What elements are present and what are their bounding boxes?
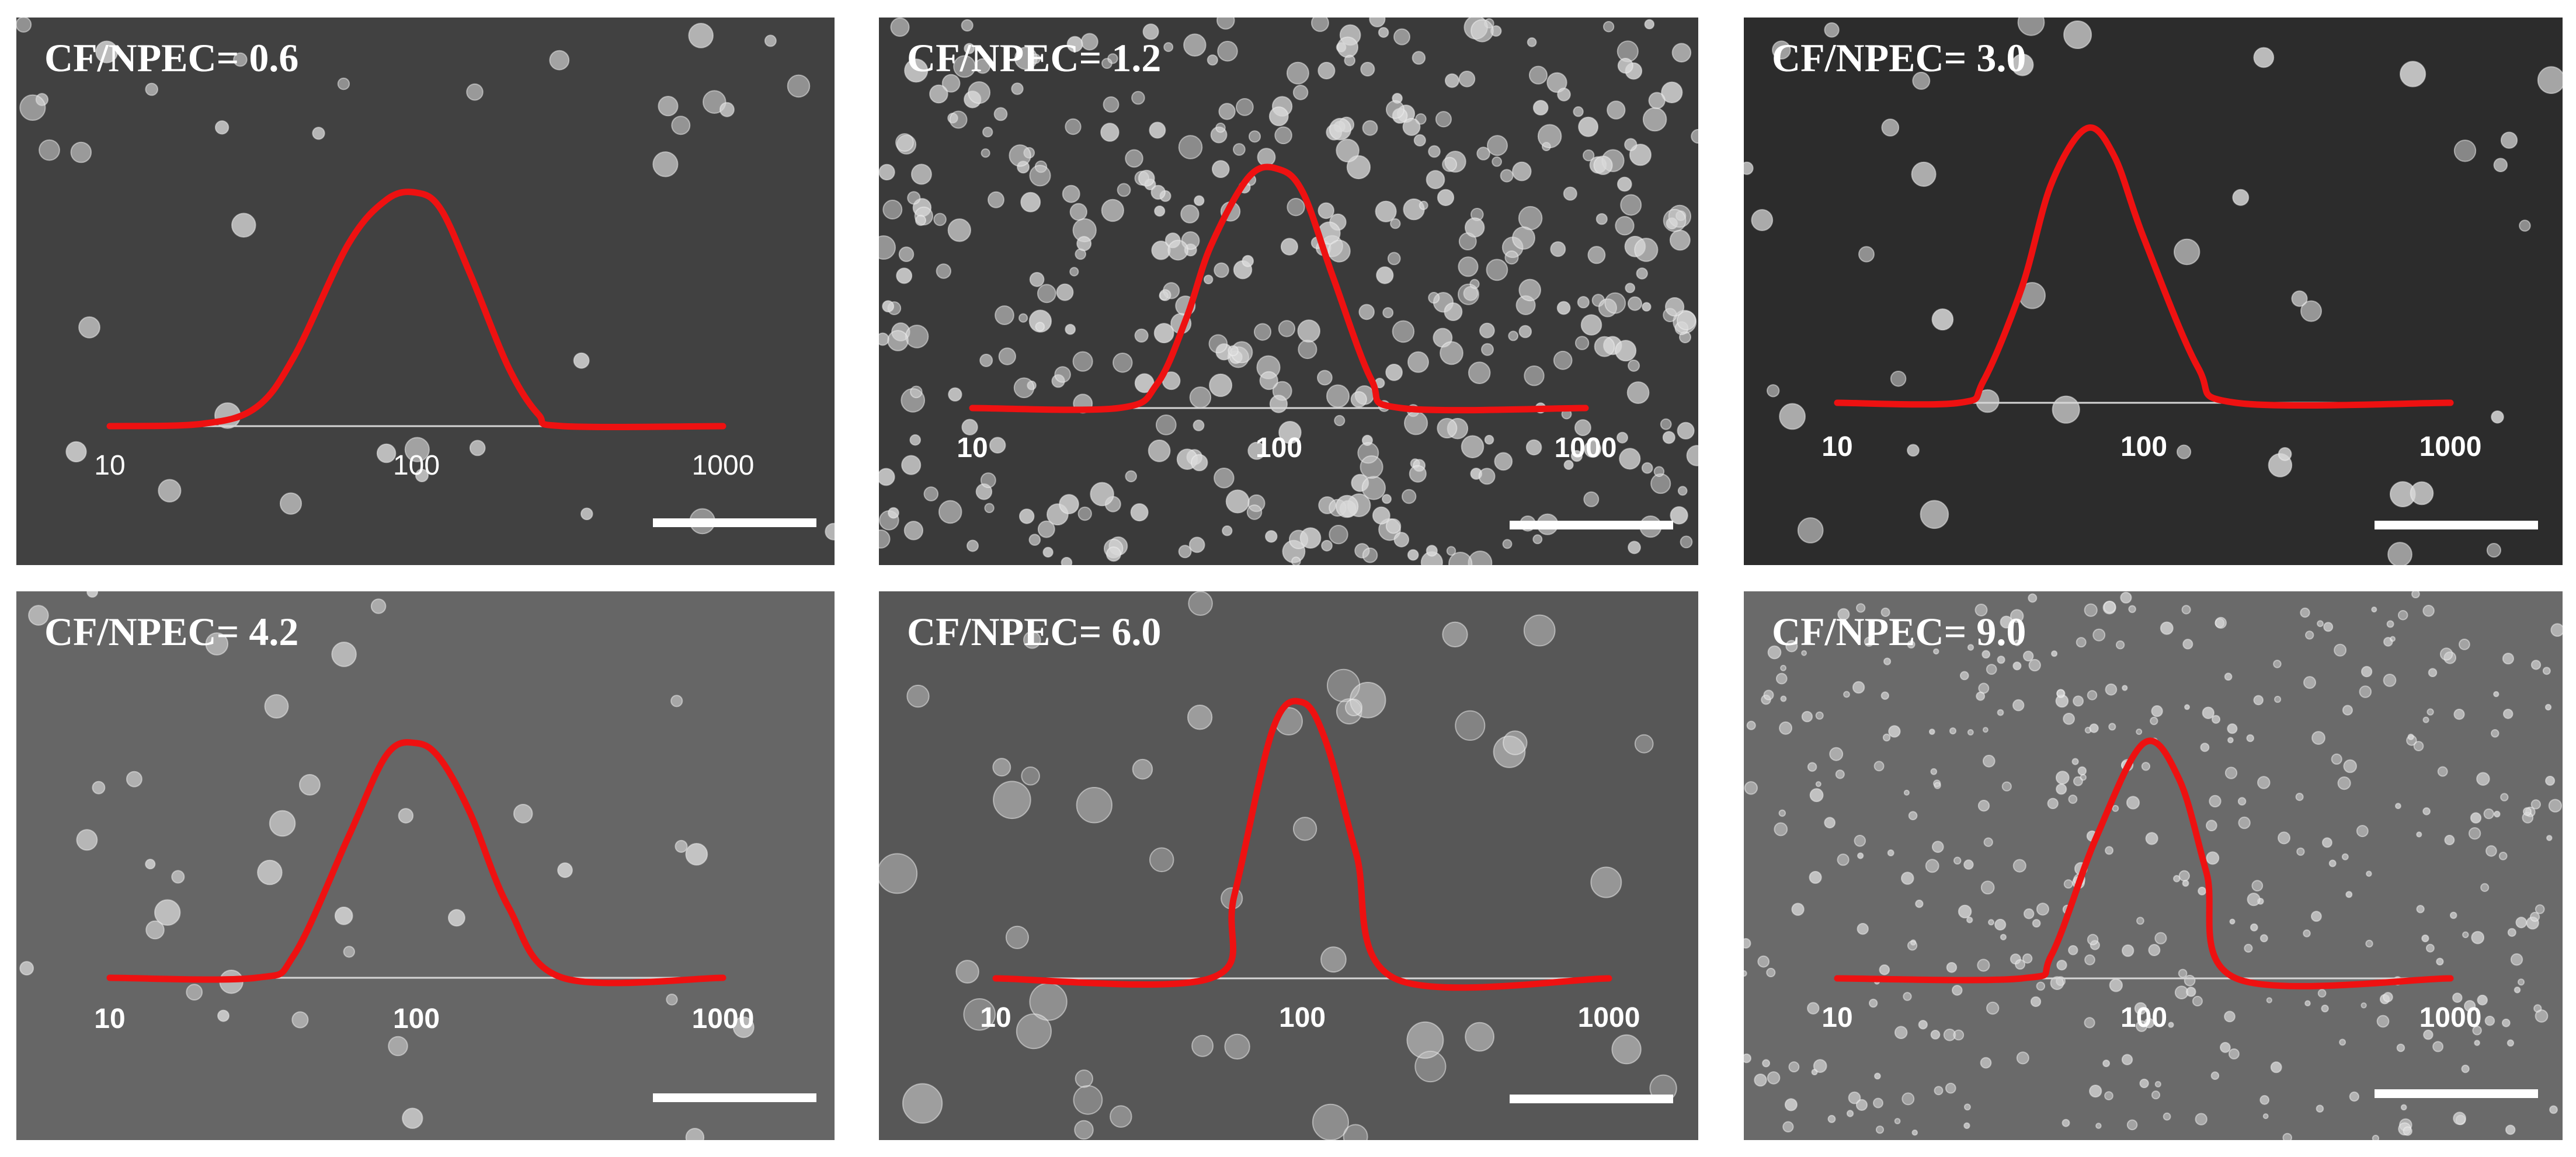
panel-title: CF/NPEC= 9.0 xyxy=(1772,609,2026,654)
sem-image xyxy=(1744,591,2563,1140)
scale-bar xyxy=(1510,1095,1673,1103)
scale-bar xyxy=(653,1093,816,1102)
tick-label-10: 10 xyxy=(1821,1002,1853,1033)
particles xyxy=(1744,591,2563,1140)
size-distribution-curve xyxy=(106,739,726,987)
sem-panel-6: CF/NPEC= 9.0 10 100 1000 xyxy=(1744,591,2563,1140)
particles xyxy=(16,18,835,541)
tick-label-1000: 1000 xyxy=(691,1003,755,1034)
size-distribution-curve xyxy=(106,189,726,430)
tick-label-10: 10 xyxy=(94,450,126,481)
tick-label-1000: 1000 xyxy=(1577,1002,1640,1033)
tick-label-100: 100 xyxy=(1255,433,1303,464)
sem-image xyxy=(16,591,835,1140)
sem-image xyxy=(1744,18,2563,565)
scale-bar xyxy=(2375,1089,2538,1098)
sem-panel-4: CF/NPEC= 4.2 10 100 1000 xyxy=(16,591,835,1140)
sem-image xyxy=(879,591,1698,1140)
size-distribution-curve xyxy=(1834,124,2454,409)
panel-title: CF/NPEC= 6.0 xyxy=(907,609,1162,654)
tick-label-10: 10 xyxy=(957,433,988,464)
panel-title: CF/NPEC= 0.6 xyxy=(44,36,299,80)
sem-panel-3: CF/NPEC= 3.0 10 100 1000 xyxy=(1744,18,2563,565)
size-distribution-curve xyxy=(1834,737,2454,989)
tick-label-1000: 1000 xyxy=(2419,431,2482,462)
tick-label-100: 100 xyxy=(392,450,440,481)
tick-label-100: 100 xyxy=(392,1003,440,1034)
tick-label-10: 10 xyxy=(980,1002,1011,1033)
particles xyxy=(879,591,1677,1140)
tick-label-10: 10 xyxy=(1821,431,1853,462)
micrograph-background xyxy=(1744,591,2563,1140)
panel-title: CF/NPEC= 4.2 xyxy=(44,609,299,654)
micrograph-background xyxy=(1744,18,2563,565)
size-distribution-curve xyxy=(992,698,1612,991)
particles xyxy=(879,18,1698,565)
tick-label-1000: 1000 xyxy=(1554,433,1617,464)
micrograph-background xyxy=(879,591,1698,1140)
tick-label-1000: 1000 xyxy=(2419,1002,2482,1033)
tick-label-100: 100 xyxy=(2120,431,2168,462)
tick-label-100: 100 xyxy=(1278,1002,1326,1033)
scale-bar xyxy=(2375,521,2538,529)
panel-title: CF/NPEC= 1.2 xyxy=(907,36,1162,80)
sem-panel-2: CF/NPEC= 1.2 10 100 1000 xyxy=(879,18,1698,565)
scale-bar xyxy=(1510,521,1673,529)
particles xyxy=(1744,18,2563,565)
sem-panel-5: CF/NPEC= 6.0 10 100 1000 xyxy=(879,591,1698,1140)
sem-panel-1: CF/NPEC= 0.6 10 100 1000 xyxy=(16,18,835,565)
tick-label-10: 10 xyxy=(94,1003,126,1034)
micrograph-background xyxy=(16,591,835,1140)
size-distribution-curve xyxy=(969,163,1589,414)
panel-title: CF/NPEC= 3.0 xyxy=(1772,36,2026,80)
sem-image xyxy=(16,18,835,565)
tick-label-100: 100 xyxy=(2120,1002,2168,1033)
scale-bar xyxy=(653,518,816,527)
sem-image xyxy=(879,18,1698,565)
particles xyxy=(19,591,755,1140)
tick-label-1000: 1000 xyxy=(691,450,755,481)
